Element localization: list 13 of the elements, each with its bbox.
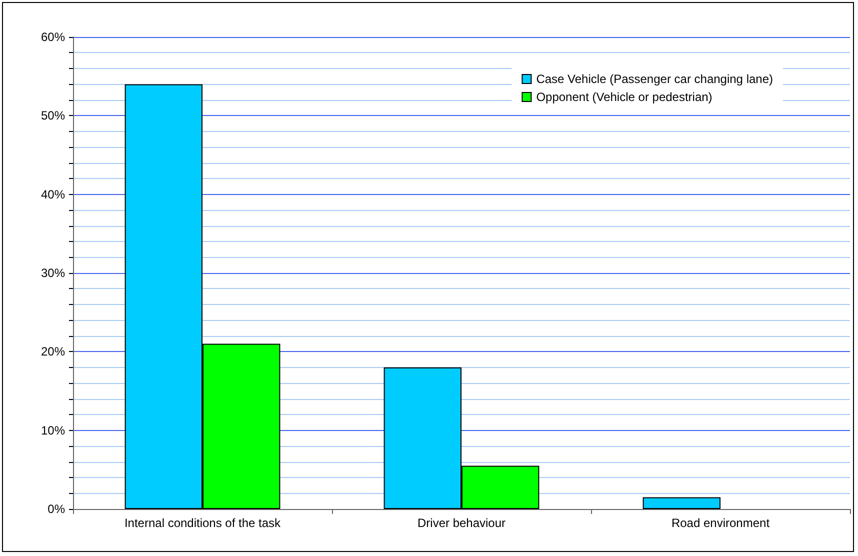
legend-label: Case Vehicle (Passenger car changing lane) [536, 72, 774, 86]
y-tick-label: 40% [40, 187, 66, 202]
legend-label: Opponent (Vehicle or pedestrian) [536, 90, 712, 104]
bar [642, 497, 720, 509]
y-tick-label: 60% [40, 30, 66, 44]
x-tick-label: Driver behaviour [417, 516, 506, 530]
y-tick-label: 30% [40, 266, 66, 280]
x-tick-label: Internal conditions of the task [124, 516, 282, 530]
y-tick-label: 10% [40, 423, 66, 438]
y-tick-label: 50% [40, 108, 66, 123]
x-tick-label: Road environment [671, 516, 770, 530]
y-tick-label: 0% [48, 502, 66, 516]
y-tick-label: 20% [40, 344, 66, 359]
